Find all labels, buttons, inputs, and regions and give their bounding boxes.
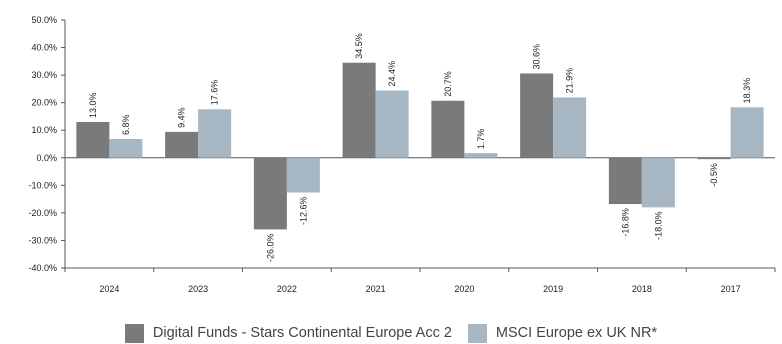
legend-label-index: MSCI Europe ex UK NR* — [495, 325, 658, 341]
legend-label-fund: Digital Funds - Stars Continental Europe… — [152, 325, 452, 341]
bar-fund — [697, 157, 731, 160]
bar-index — [464, 153, 498, 158]
bar-fund — [165, 131, 199, 158]
data-label-index: 18.3% — [742, 78, 752, 104]
y-tick-label: 30.0% — [31, 70, 57, 80]
x-tick-label: 2019 — [543, 284, 563, 294]
x-tick-label: 2017 — [721, 284, 741, 294]
data-label-fund: -26.0% — [265, 233, 275, 262]
legend-swatch-fund — [124, 323, 144, 343]
data-label-fund: 13.0% — [88, 92, 98, 118]
bar-index — [286, 157, 320, 193]
bar-chart: 50.0% 40.0% 30.0% 20.0% 10.0% 0.0% -10.0% -20.0… — [28, 15, 776, 294]
data-label-fund: 9.4% — [177, 107, 187, 128]
data-label-fund: -16.8% — [620, 208, 630, 237]
data-label-fund: 30.6% — [532, 44, 542, 70]
data-label-index: 1.7% — [476, 129, 486, 150]
legend-swatch-index — [467, 323, 487, 343]
data-label-index: -18.0% — [653, 211, 663, 240]
x-tick-label: 2020 — [454, 284, 474, 294]
y-tick-label: 10.0% — [31, 125, 57, 135]
bar-fund — [342, 62, 376, 158]
x-tick-label: 2023 — [188, 284, 208, 294]
bar-fund — [253, 157, 287, 230]
y-tick-label: -30.0% — [28, 235, 57, 245]
x-tick-label: 2022 — [277, 284, 297, 294]
bar-index — [730, 107, 764, 158]
x-tick-label: 2024 — [99, 284, 119, 294]
y-tick-label: -10.0% — [28, 180, 57, 190]
x-tick-label: 2018 — [632, 284, 652, 294]
bar-fund — [520, 73, 554, 158]
data-label-fund: -0.5% — [709, 163, 719, 187]
bar-index — [553, 97, 587, 158]
data-label-index: 21.9% — [565, 68, 575, 94]
chart-legend: Digital Funds - Stars Continental Europe… — [0, 322, 782, 344]
y-tick-label: 40.0% — [31, 43, 57, 53]
data-label-index: 17.6% — [210, 80, 220, 106]
y-tick-label: 0.0% — [36, 153, 57, 163]
legend-item-index: MSCI Europe ex UK NR* — [467, 323, 658, 343]
bar-fund — [76, 121, 110, 158]
bar-index — [641, 157, 675, 208]
data-label-fund: 20.7% — [443, 71, 453, 97]
data-label-fund: 34.5% — [354, 33, 364, 59]
data-label-index: 6.8% — [121, 115, 131, 136]
bar-index — [375, 90, 409, 158]
x-tick-label: 2021 — [366, 284, 386, 294]
y-tick-label: -40.0% — [28, 263, 57, 273]
y-tick-label: -20.0% — [28, 208, 57, 218]
data-label-index: -12.6% — [298, 196, 308, 225]
bar-index — [109, 139, 143, 158]
data-label-index: 24.4% — [387, 61, 397, 87]
y-tick-label: 20.0% — [31, 98, 57, 108]
legend-item-fund: Digital Funds - Stars Continental Europe… — [124, 323, 452, 343]
y-tick-label: 50.0% — [31, 15, 57, 25]
bar-index — [198, 109, 232, 158]
bar-fund — [431, 100, 465, 158]
bar-fund — [608, 157, 642, 205]
